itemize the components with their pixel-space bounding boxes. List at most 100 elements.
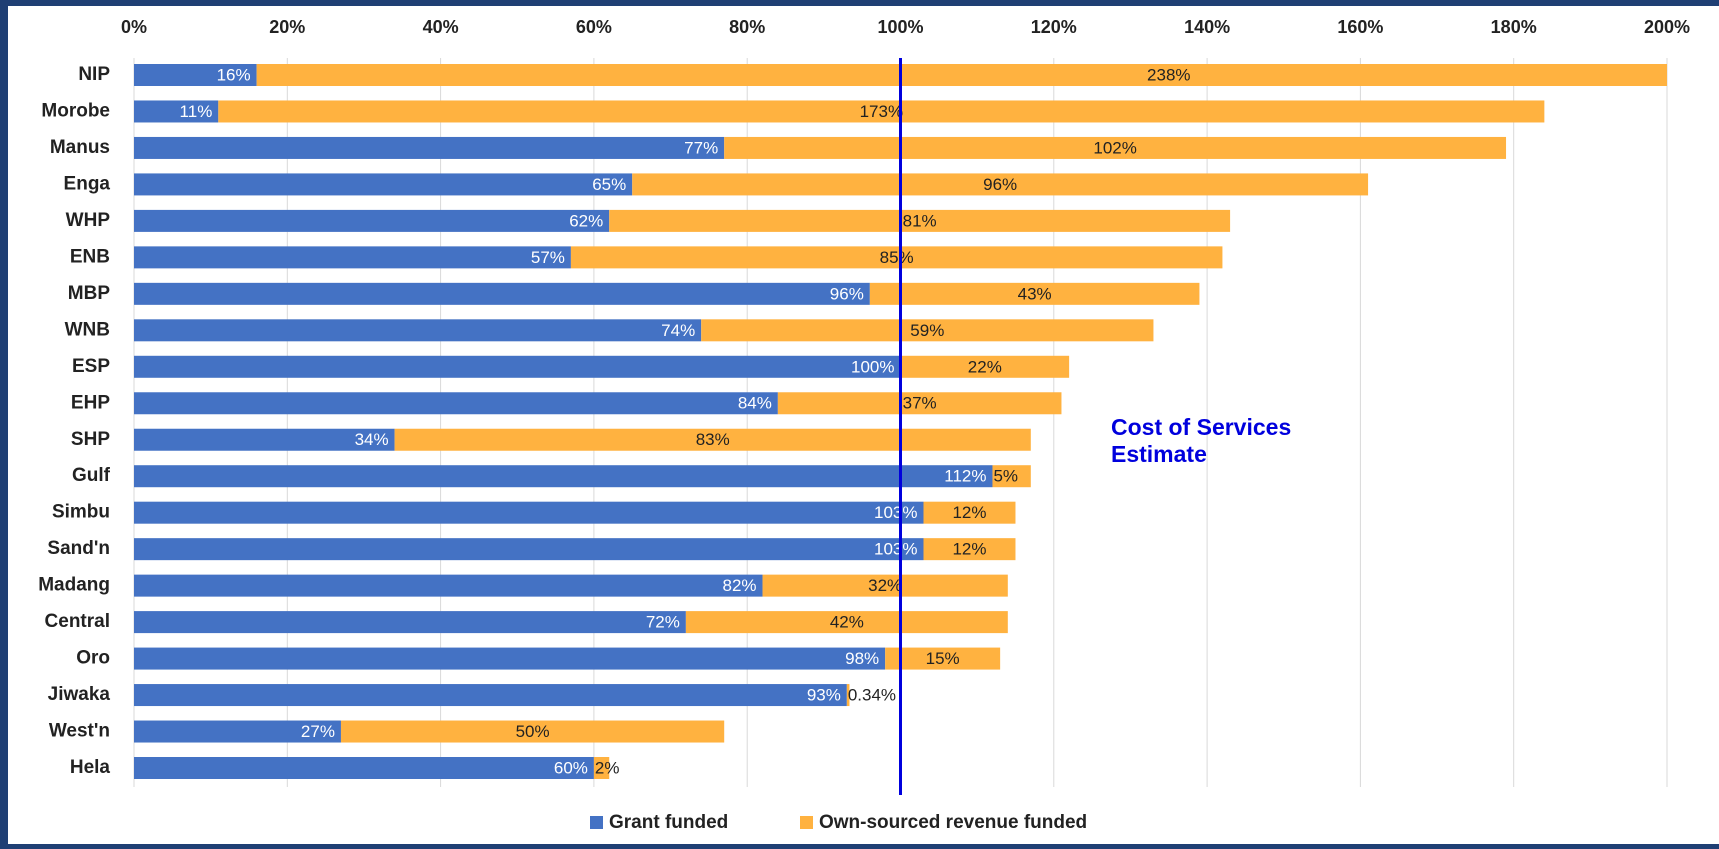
legend-label: Grant funded xyxy=(609,812,728,833)
bar-segment xyxy=(923,538,1016,561)
bar-segment xyxy=(134,209,610,232)
y-tick-label: Morobe xyxy=(41,100,110,121)
annotation: Estimate xyxy=(1111,441,1207,467)
y-tick-label: Madang xyxy=(38,575,110,596)
bar-segment xyxy=(923,501,1016,524)
x-tick-label: 140% xyxy=(1184,17,1230,37)
data-label: 57% xyxy=(531,248,565,267)
y-tick-label: ESP xyxy=(72,356,110,377)
x-tick-label: 120% xyxy=(1031,17,1077,37)
bar-segment xyxy=(609,209,1231,232)
data-label: 32% xyxy=(868,576,902,595)
y-tick-label: Central xyxy=(45,611,110,632)
x-tick-label: 40% xyxy=(423,17,459,37)
annotation: Cost of Services xyxy=(1111,414,1291,440)
legend-swatch xyxy=(800,816,813,829)
bar-segment xyxy=(724,136,1507,159)
bar-segment xyxy=(134,100,219,123)
data-label: 93% xyxy=(807,686,841,705)
y-tick-label: Simbu xyxy=(52,502,110,523)
data-label: 81% xyxy=(903,211,937,230)
y-tick-label: Oro xyxy=(76,648,110,669)
data-label: 22% xyxy=(968,357,1002,376)
bar-segment xyxy=(134,64,257,86)
bar-segment xyxy=(134,282,870,305)
bar-segment xyxy=(685,611,1008,634)
y-tick-label: Manus xyxy=(50,137,110,158)
x-tick-label: 160% xyxy=(1337,17,1383,37)
x-tick-label: 0% xyxy=(121,17,147,37)
bar-segment xyxy=(218,100,1545,123)
data-label: 5% xyxy=(993,467,1018,486)
y-tick-label: WNB xyxy=(65,319,110,340)
data-label: 16% xyxy=(217,65,251,84)
bar-segment xyxy=(134,246,571,269)
y-tick-label: Gulf xyxy=(72,465,111,486)
legend-swatch xyxy=(590,816,603,829)
y-tick-label: ENB xyxy=(70,246,110,267)
bar-segment xyxy=(134,465,993,488)
data-label: 77% xyxy=(684,138,718,157)
data-label: 96% xyxy=(983,175,1017,194)
bar-segment xyxy=(900,355,1070,378)
data-label: 42% xyxy=(830,613,864,632)
bar-segment xyxy=(885,647,1001,670)
bar-segment xyxy=(777,392,1062,415)
data-label: 62% xyxy=(569,211,603,230)
bar-segment xyxy=(134,501,924,524)
bar-segment xyxy=(869,282,1200,305)
data-label: 34% xyxy=(355,430,389,449)
data-label: 82% xyxy=(722,576,756,595)
data-label: 103% xyxy=(874,540,917,559)
data-label: 102% xyxy=(1093,138,1136,157)
bar-segment xyxy=(134,538,924,561)
data-label: 84% xyxy=(738,394,772,413)
bar-segment xyxy=(593,757,610,779)
data-label: 103% xyxy=(874,503,917,522)
x-tick-label: 100% xyxy=(877,17,923,37)
data-label: 112% xyxy=(944,467,986,486)
bar-segment xyxy=(992,465,1031,488)
bar-segment xyxy=(134,428,395,451)
bar-segment xyxy=(134,720,341,743)
data-label: 37% xyxy=(903,394,937,413)
y-tick-label: NIP xyxy=(78,64,110,85)
y-tick-label: Jiwaka xyxy=(48,684,111,705)
y-tick-label: Enga xyxy=(64,173,111,194)
value-labels: 16% 238% 11% 173% 77% 102% 65% 96% 62% 81% 57% 85% 9… xyxy=(180,65,1191,777)
bar-segment xyxy=(340,720,725,743)
bar-segment xyxy=(701,319,1154,342)
data-label: 11% xyxy=(180,102,213,121)
chart-background xyxy=(8,6,1719,844)
x-tick-label: 20% xyxy=(269,17,305,37)
bar-segment xyxy=(134,647,886,670)
y-tick-label: West'n xyxy=(49,721,110,742)
data-label: 59% xyxy=(910,321,944,340)
data-label: 238% xyxy=(1147,65,1190,84)
data-label: 12% xyxy=(952,503,986,522)
data-label: 27% xyxy=(301,722,335,741)
data-label: 98% xyxy=(845,649,879,668)
y-tick-label: EHP xyxy=(71,392,110,413)
data-label: 65% xyxy=(592,175,626,194)
bar-segment xyxy=(256,64,1667,86)
y-tick-label: MBP xyxy=(68,283,111,304)
data-label: 96% xyxy=(830,284,864,303)
data-label: 83% xyxy=(696,430,730,449)
data-label: 12% xyxy=(952,540,986,559)
y-tick-label: SHP xyxy=(71,429,110,450)
data-label: 60% xyxy=(554,758,588,777)
bar-segment xyxy=(570,246,1223,269)
bar-segment xyxy=(134,684,847,707)
bar-segment xyxy=(134,355,901,378)
y-tick-label: Sand'n xyxy=(47,538,110,559)
bar-segment xyxy=(134,757,594,779)
y-tick-label: WHP xyxy=(66,210,111,231)
data-label: 74% xyxy=(661,321,695,340)
y-tick-label: Hela xyxy=(70,757,111,778)
data-label: 100% xyxy=(851,357,894,376)
data-label: 50% xyxy=(516,722,550,741)
bar-segment xyxy=(134,136,725,159)
